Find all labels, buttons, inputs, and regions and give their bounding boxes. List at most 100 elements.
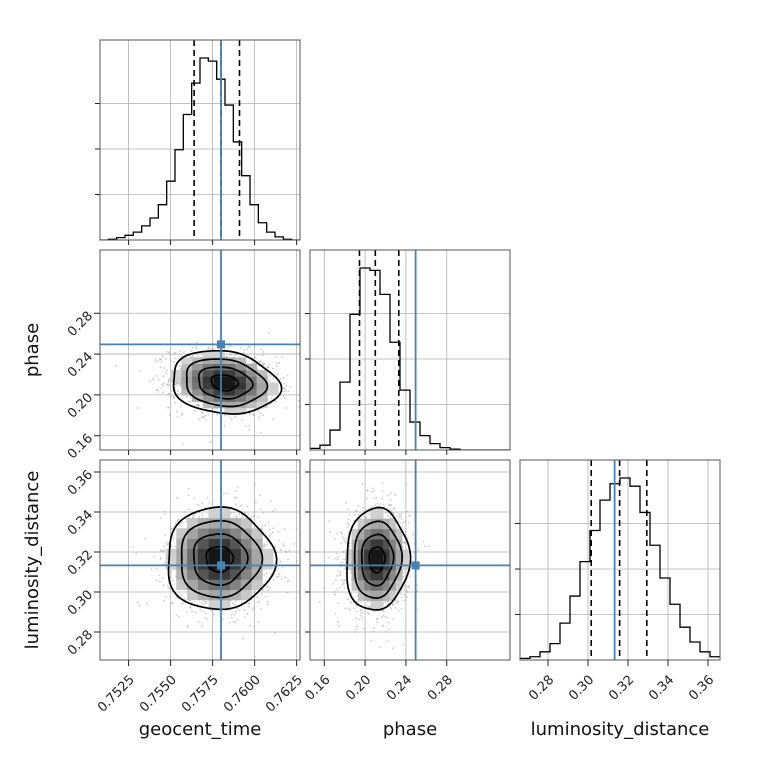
density-cell [230, 518, 242, 529]
density-cell [267, 388, 279, 396]
scatter-point [173, 361, 176, 364]
density-cell [230, 538, 242, 550]
y-tick-label-phase: 0.20 [65, 390, 96, 421]
scatter-point [151, 377, 154, 380]
density-cell [208, 528, 220, 539]
density-cell [235, 370, 247, 377]
density-cell [251, 559, 263, 570]
density-cell [364, 569, 371, 581]
density-cell [219, 589, 231, 601]
scatter-point [336, 588, 339, 591]
scatter-point [376, 617, 379, 620]
scatter-point [162, 355, 164, 358]
scatter-point [168, 414, 171, 416]
x-tick-label-phase: 0.16 [302, 673, 333, 704]
scatter-point [175, 614, 178, 617]
truth-marker [217, 561, 226, 570]
scatter-point [395, 601, 398, 604]
density-cell [376, 590, 384, 601]
density-cell [357, 539, 365, 550]
scatter-point [182, 351, 185, 353]
scatter-point [408, 586, 411, 589]
scatter-point [186, 396, 188, 399]
density-cell [230, 559, 242, 570]
scatter-point [371, 506, 373, 508]
scatter-point [256, 368, 259, 371]
scatter-point [342, 550, 345, 553]
y-tick-label-luminosity_distance: 0.30 [65, 587, 96, 618]
scatter-point [400, 518, 403, 521]
scatter-point [253, 515, 255, 518]
scatter-point [234, 621, 237, 623]
scatter-point [206, 618, 209, 621]
scatter-point [250, 515, 253, 518]
scatter-point [342, 538, 345, 541]
density-cell [245, 401, 257, 409]
density-cell [208, 559, 220, 570]
scatter-point [149, 379, 151, 382]
scatter-point [417, 549, 420, 552]
scatter-point [382, 614, 385, 616]
scatter-point [334, 593, 336, 596]
scatter-point [392, 512, 395, 515]
density-cell [202, 357, 214, 364]
density-cell [192, 388, 204, 396]
scatter-point [175, 410, 178, 413]
scatter-point [256, 596, 259, 599]
x-tick-label-luminosity_distance: 0.34 [646, 673, 677, 704]
scatter-point [282, 395, 285, 398]
density-cell [235, 363, 247, 371]
y-tick-label-luminosity_distance: 0.36 [65, 467, 96, 498]
scatter-point [341, 561, 344, 564]
scatter-point [261, 354, 264, 356]
scatter-point [404, 584, 406, 587]
scatter-point [258, 494, 261, 497]
density-cell [256, 388, 268, 396]
scatter-point [283, 528, 286, 531]
scatter-point [401, 526, 404, 528]
scatter-point [285, 407, 287, 409]
scatter-point [264, 524, 267, 527]
y-tick-label-luminosity_distance: 0.28 [65, 627, 96, 658]
scatter-point [366, 490, 369, 492]
scatter-point [201, 502, 204, 504]
scatter-point [174, 522, 177, 525]
contour-line [167, 506, 278, 611]
scatter-point [243, 615, 246, 618]
density-cell [251, 569, 263, 580]
density-cell [213, 351, 225, 358]
scatter-point [336, 558, 339, 561]
scatter-point [344, 579, 346, 581]
density-cell [176, 528, 188, 539]
scatter-point [386, 514, 389, 517]
scatter-point [405, 590, 408, 593]
scatter-point [403, 599, 406, 602]
density-cell [202, 382, 214, 390]
y-tick-label-phase: 0.16 [65, 431, 96, 462]
scatter-point [271, 510, 274, 513]
x-axis-label-geocent_time: geocent_time [139, 719, 262, 740]
scatter-point [381, 482, 384, 485]
scatter-point [155, 389, 158, 392]
scatter-point [203, 416, 206, 419]
scatter-point [248, 425, 251, 427]
scatter-point [191, 610, 193, 613]
scatter-point [397, 609, 400, 612]
scatter-point [285, 384, 288, 387]
scatter-point [260, 348, 263, 351]
scatter-point [240, 504, 243, 507]
scatter-point [281, 543, 284, 545]
scatter-point [169, 359, 172, 362]
scatter-point [344, 541, 347, 544]
scatter-point [257, 621, 260, 623]
density-cell [187, 579, 199, 591]
scatter-point [318, 601, 321, 603]
scatter-point [193, 497, 196, 500]
density-cell [383, 539, 390, 550]
scatter-point [178, 384, 181, 387]
scatter-point [244, 511, 246, 514]
scatter-point [279, 548, 282, 551]
scatter-point [167, 350, 169, 353]
scatter-point [204, 506, 207, 509]
